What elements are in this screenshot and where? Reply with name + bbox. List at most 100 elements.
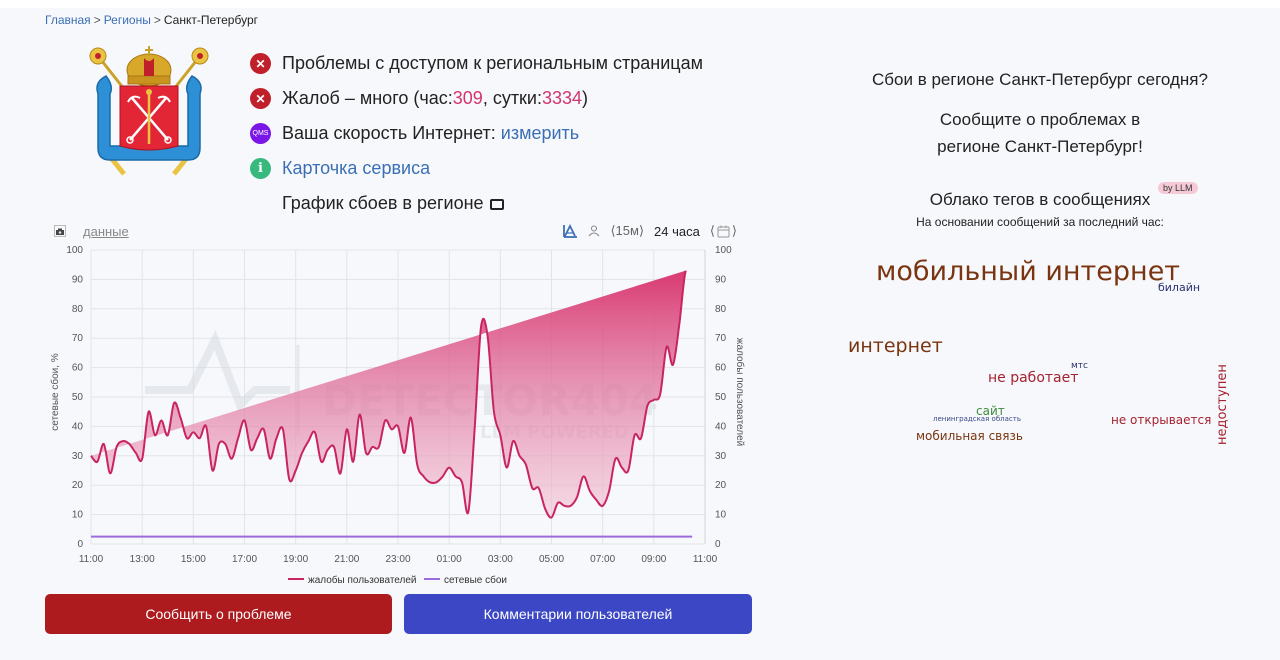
status-speed: QMS Ваша скорость Интернет: измерить	[250, 116, 703, 151]
svg-text:0: 0	[77, 539, 83, 550]
svg-text:07:00: 07:00	[590, 554, 615, 565]
breadcrumb-regions[interactable]: Регионы	[103, 13, 151, 27]
svg-text:0: 0	[715, 539, 721, 550]
outage-question-heading: Сбои в регионе Санкт-Петербург сегодня?	[872, 70, 1208, 89]
call-line-1: Сообщите о проблемах в	[939, 110, 1141, 129]
tag-cloud-item[interactable]: интернет	[848, 335, 943, 357]
svg-text:15:00: 15:00	[181, 554, 206, 565]
status-service-card: i Карточка сервиса	[250, 151, 703, 186]
tag-cloud-item[interactable]: не работает	[988, 370, 1079, 386]
chart-controls: ⟨15м⟩ 24 часа ⟨ ⟩	[562, 223, 737, 239]
tag-cloud-item[interactable]: не открывается	[1111, 413, 1212, 427]
user-icon[interactable]	[588, 225, 600, 237]
info-icon: i	[250, 158, 271, 179]
tag-cloud-item[interactable]: мобильная связь	[916, 429, 1023, 443]
breadcrumb-separator: >	[93, 13, 101, 27]
svg-text:40: 40	[72, 421, 84, 432]
svg-text:30: 30	[715, 451, 727, 462]
measure-speed-link[interactable]: измерить	[500, 123, 580, 143]
period-label: 24 часа	[654, 223, 700, 239]
svg-text:01:00: 01:00	[437, 554, 462, 565]
report-problem-button[interactable]: Сообщить о проблеме	[45, 594, 392, 634]
svg-text:60: 60	[72, 363, 84, 374]
svg-text:70: 70	[72, 333, 84, 344]
area-chart-toggle-icon[interactable]	[562, 223, 578, 239]
tag-cloud-basis: На основании сообщений за последний час:	[916, 215, 1164, 229]
tag-cloud-item[interactable]: мтс	[1071, 361, 1088, 371]
user-comments-button[interactable]: Комментарии пользователей	[404, 594, 752, 634]
svg-text:80: 80	[715, 304, 727, 315]
svg-text:30: 30	[72, 451, 84, 462]
data-link[interactable]: данные	[83, 224, 129, 239]
svg-text:100: 100	[66, 245, 83, 256]
breadcrumb-current: Санкт-Петербург	[163, 13, 258, 27]
svg-text:21:00: 21:00	[334, 554, 359, 565]
speed-label: Ваша скорость Интернет:	[282, 123, 496, 143]
chart-title-row: График сбоев в регионе	[282, 186, 703, 221]
svg-text:13:00: 13:00	[130, 554, 155, 565]
chart-toolbar: данные ⟨15м⟩ 24 часа ⟨ ⟩	[45, 222, 755, 242]
complaints-hour-count: 309	[452, 88, 483, 108]
svg-text:09:00: 09:00	[641, 554, 666, 565]
prev-period-button[interactable]: ⟨	[709, 223, 715, 238]
svg-text:17:00: 17:00	[232, 554, 257, 565]
complaints-mid: , сутки:	[482, 88, 542, 108]
complaints-suffix: )	[582, 88, 589, 108]
chart-title: График сбоев в регионе	[282, 193, 484, 213]
svg-text:11:00: 11:00	[79, 554, 104, 565]
complaints-prefix: Жалоб – много (час:	[282, 88, 453, 108]
svg-text:90: 90	[715, 274, 727, 285]
access-problem-text: Проблемы с доступом к региональным стран…	[282, 53, 703, 73]
svg-text:50: 50	[715, 392, 727, 403]
tag-cloud-item[interactable]: сайт	[976, 404, 1005, 418]
call-line-2: регионе Санкт-Петербург!	[937, 137, 1143, 156]
status-access-problem: ✕ Проблемы с доступом к региональным стр…	[250, 46, 703, 81]
screenshot-icon[interactable]	[54, 225, 66, 237]
error-icon: ✕	[250, 53, 271, 74]
svg-text:80: 80	[72, 304, 84, 315]
left-axis-label: сетевые сбои, %	[49, 353, 61, 431]
outage-chart[interactable]: DETECTOR404 LLM POWERED 0010102020303040…	[40, 240, 760, 590]
tag-cloud-item[interactable]: мобильный интернет	[876, 256, 1181, 287]
coat-of-arms-icon	[89, 46, 209, 176]
svg-text:100: 100	[715, 245, 732, 256]
svg-text:90: 90	[72, 274, 84, 285]
report-call-to-action: Сообщите о проблемах в регионе Санкт-Пет…	[840, 106, 1240, 160]
svg-text:20: 20	[72, 480, 84, 491]
top-band	[0, 0, 1280, 8]
svg-text:10: 10	[72, 510, 84, 521]
tag-cloud-item[interactable]: недоступен	[1215, 364, 1230, 445]
complaints-line	[90, 270, 687, 519]
chart-legend: жалобы пользователей сетевые сбои	[288, 574, 507, 586]
svg-text:70: 70	[715, 333, 727, 344]
legend-outages[interactable]: сетевые сбои	[444, 574, 507, 586]
status-list: ✕ Проблемы с доступом к региональным стр…	[250, 46, 703, 221]
breadcrumb: Главная > Регионы > Санкт-Петербург	[45, 13, 258, 27]
breadcrumb-separator: >	[153, 13, 161, 27]
svg-text:10: 10	[715, 510, 727, 521]
qms-icon: QMS	[250, 123, 271, 144]
tag-cloud-item[interactable]: ленинградская область	[933, 415, 1021, 423]
llm-badge: by LLM	[1158, 182, 1198, 194]
tag-cloud-item[interactable]: билайн	[1158, 281, 1201, 294]
calendar-icon[interactable]	[717, 225, 730, 238]
legend-complaints[interactable]: жалобы пользователей	[308, 574, 417, 586]
next-period-button[interactable]: ⟩	[731, 223, 737, 238]
tag-cloud-title: Облако тегов в сообщениях	[929, 190, 1151, 209]
svg-text:23:00: 23:00	[385, 554, 410, 565]
interval-selector[interactable]: ⟨15м⟩	[610, 223, 645, 238]
chart-axes: 0 0 10 10 20 20 30 30 40 40 50 50 60 60 70 70 80 80 90 90 10…	[66, 245, 732, 565]
svg-text:11:00: 11:00	[693, 554, 718, 565]
status-complaints: ✕ Жалоб – много (час: 309, сутки: 3334)	[250, 81, 703, 116]
complaints-day-count: 3334	[542, 88, 583, 108]
svg-text:05:00: 05:00	[539, 554, 564, 565]
svg-text:03:00: 03:00	[488, 554, 513, 565]
service-card-link[interactable]: Карточка сервиса	[282, 158, 431, 178]
monitor-icon[interactable]	[489, 199, 504, 210]
svg-text:20: 20	[715, 480, 727, 491]
breadcrumb-home[interactable]: Главная	[45, 13, 91, 27]
error-icon: ✕	[250, 88, 271, 109]
complaints-area	[91, 270, 686, 518]
svg-text:40: 40	[715, 421, 727, 432]
svg-text:60: 60	[715, 363, 727, 374]
